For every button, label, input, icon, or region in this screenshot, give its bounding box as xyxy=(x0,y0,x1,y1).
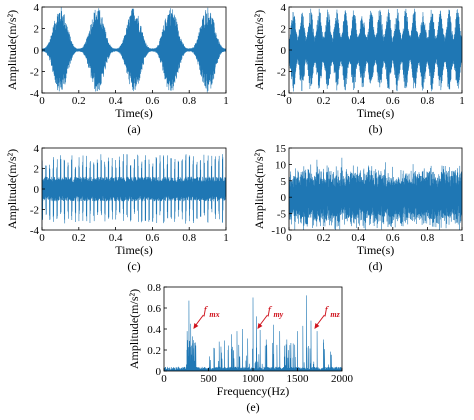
y-tick-label-b: -4 xyxy=(277,88,287,100)
signal-line-c xyxy=(42,154,226,224)
y-tick-label-d: 5 xyxy=(281,176,287,188)
x-axis-label-e: Frequency(Hz) xyxy=(217,384,290,398)
x-tick-label-b: 0.8 xyxy=(421,95,435,107)
y-tick-label-e: 0.6 xyxy=(147,303,161,315)
annotation-subscript: my xyxy=(273,310,283,319)
x-tick-label-a: 0.8 xyxy=(182,95,196,107)
y-tick-label-b: 0 xyxy=(281,45,287,57)
y-tick-label-b: 4 xyxy=(281,2,287,14)
x-tick-label-a: 0 xyxy=(39,95,45,107)
x-tick-label-d: 0.2 xyxy=(317,232,331,244)
panel-label-b: (b) xyxy=(369,122,383,136)
x-tick-label-c: 0.8 xyxy=(182,232,196,244)
y-tick-label-b: -2 xyxy=(277,67,286,79)
y-tick-label-d: 10 xyxy=(275,159,287,171)
x-tick-label-c: 0.4 xyxy=(109,232,123,244)
signal-line-a xyxy=(42,7,226,93)
y-tick-label-c: 4 xyxy=(34,143,40,155)
x-tick-label-e: 1500 xyxy=(287,373,310,385)
x-tick-label-e: 500 xyxy=(200,373,217,385)
y-tick-label-a: 0 xyxy=(34,45,40,57)
y-axis-label-b: Amplitude(m/s²) xyxy=(252,10,266,90)
x-tick-label-c: 1 xyxy=(223,232,229,244)
x-axis-label-d: Time(s) xyxy=(357,243,395,257)
annotation-fmx: f mx xyxy=(193,303,220,329)
signal-line-b xyxy=(289,8,462,92)
x-tick-label-d: 0 xyxy=(286,232,292,244)
annotation-subscript: mx xyxy=(209,310,219,319)
y-axis-label-e: Amplitude(m/s²) xyxy=(127,289,141,369)
x-tick-label-b: 1 xyxy=(459,95,465,107)
chart-panel-b: 0 0.2 0.4 0.6 0.8 1 4 2 0 -2 -4 Time(s) Amplitude(m/… xyxy=(252,2,465,136)
y-tick-label-e: 0.4 xyxy=(147,324,161,336)
x-tick-label-a: 1 xyxy=(223,95,229,107)
x-tick-label-b: 0.6 xyxy=(386,95,400,107)
y-axis-label-c: Amplitude(m/s²) xyxy=(5,149,19,229)
chart-panel-e: 0 500 1000 1500 2000 0.8 0.6 0.4 0.2 0 Frequency(H… xyxy=(127,282,354,414)
x-tick-label-a: 0.2 xyxy=(72,95,86,107)
annotation-label: f xyxy=(203,303,208,317)
x-tick-label-b: 0.4 xyxy=(351,95,365,107)
x-tick-label-c: 0 xyxy=(39,232,45,244)
x-tick-label-d: 0.8 xyxy=(421,232,435,244)
x-tick-label-a: 0.4 xyxy=(109,95,123,107)
x-tick-label-d: 0.4 xyxy=(351,232,365,244)
annotation-arrowhead xyxy=(257,323,263,329)
chart-panel-a: 0 0.2 0.4 0.6 0.8 1 4 2 0 -2 -4 Time(s) Amplitude(m/… xyxy=(5,2,229,136)
y-tick-label-b: 2 xyxy=(281,24,287,36)
signal-line-d xyxy=(289,157,462,230)
annotation-fmz: f mz xyxy=(314,303,341,329)
panel-label-a: (a) xyxy=(127,122,140,136)
x-tick-label-c: 0.2 xyxy=(72,232,86,244)
y-axis-label-a: Amplitude(m/s²) xyxy=(5,10,19,90)
y-tick-label-c: 2 xyxy=(34,164,40,176)
x-tick-label-e: 1000 xyxy=(242,373,265,385)
signal-line-e xyxy=(164,295,342,371)
annotation-arrowhead xyxy=(193,323,199,329)
annotation-subscript: mz xyxy=(330,310,340,319)
x-tick-label-e: 2000 xyxy=(331,373,354,385)
chart-panel-d: 0 0.2 0.4 0.6 0.8 1 15 10 5 0 -5 -10 Time(s) Amplitud… xyxy=(252,143,465,273)
y-tick-label-e: 0.8 xyxy=(147,282,161,294)
annotation-arrowhead xyxy=(314,323,320,329)
y-tick-label-e: 0.2 xyxy=(147,345,161,357)
y-tick-label-c: -2 xyxy=(30,205,39,217)
x-tick-label-d: 1 xyxy=(459,232,465,244)
annotation-label: f xyxy=(324,303,329,317)
y-tick-label-d: -10 xyxy=(271,225,286,237)
y-tick-label-d: 0 xyxy=(281,192,287,204)
x-axis-label-c: Time(s) xyxy=(115,243,153,257)
x-axis-label-a: Time(s) xyxy=(115,106,153,120)
axes-frame-d xyxy=(288,147,463,231)
y-tick-label-a: 2 xyxy=(34,24,40,36)
x-tick-label-a: 0.6 xyxy=(146,95,160,107)
y-tick-label-c: 0 xyxy=(34,184,40,196)
x-tick-label-d: 0.6 xyxy=(386,232,400,244)
y-tick-label-a: 4 xyxy=(34,2,40,14)
x-tick-label-e: 0 xyxy=(161,373,167,385)
panel-label-d: (d) xyxy=(369,259,383,273)
y-tick-label-c: -4 xyxy=(30,225,40,237)
x-tick-label-b: 0 xyxy=(286,95,292,107)
x-tick-label-b: 0.2 xyxy=(317,95,331,107)
y-tick-label-a: -4 xyxy=(30,88,40,100)
y-tick-label-e: 0 xyxy=(156,366,162,378)
x-axis-label-b: Time(s) xyxy=(357,106,395,120)
x-tick-label-c: 0.6 xyxy=(146,232,160,244)
chart-panel-c: 0 0.2 0.4 0.6 0.8 1 4 2 0 -2 -4 Time(s) Amplitude(m/… xyxy=(5,143,229,273)
panel-label-c: (c) xyxy=(127,259,140,273)
annotation-label: f xyxy=(267,303,272,317)
y-tick-label-d: -5 xyxy=(277,209,287,221)
annotation-fmy: f my xyxy=(257,303,284,329)
y-tick-label-a: -2 xyxy=(30,67,39,79)
y-axis-label-d: Amplitude(m/s²) xyxy=(252,149,266,229)
panel-label-e: (e) xyxy=(246,400,259,414)
y-tick-label-d: 15 xyxy=(275,143,287,155)
